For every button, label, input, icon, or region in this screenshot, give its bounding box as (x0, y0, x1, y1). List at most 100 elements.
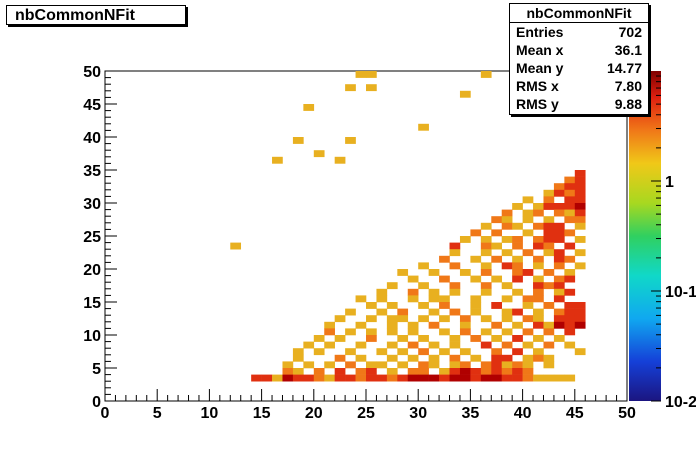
heatmap-cell (553, 249, 565, 257)
heatmap-cell (501, 308, 513, 316)
heatmap-cell (366, 328, 377, 336)
heatmap-cell (553, 236, 565, 243)
heatmap-cell (292, 348, 304, 356)
x-axis: 0 5 10 15 20 25 30 35 40 45 50 (101, 389, 636, 422)
heatmap-cell (355, 368, 367, 375)
heatmap-cell (480, 249, 492, 257)
heatmap-cell (564, 255, 576, 263)
heatmap-cell (543, 282, 555, 290)
heatmap-cell (470, 302, 482, 309)
heatmap-cell (470, 295, 482, 303)
heatmap-cell (428, 308, 440, 316)
y-tick-label: 5 (92, 361, 101, 378)
heatmap-cell (480, 242, 492, 250)
heatmap-cell (439, 295, 450, 303)
heatmap-cell (418, 282, 429, 290)
heatmap-cell (543, 216, 555, 224)
heatmap-cell (428, 354, 440, 362)
heatmap-cell (386, 321, 398, 329)
heatmap-cell (355, 374, 367, 382)
stats-label: RMS x (516, 78, 559, 94)
heatmap-cell (574, 308, 586, 316)
heatmap-cell (564, 229, 576, 237)
heatmap-cell (470, 354, 482, 362)
heatmap-cell (533, 315, 544, 323)
heatmap-cell (470, 275, 482, 283)
heatmap-cell (324, 328, 335, 336)
heatmap-cell (397, 361, 409, 369)
heatmap-cell (491, 348, 503, 356)
heatmap-cell (543, 341, 555, 349)
heatmap-cell (282, 361, 294, 369)
heatmap-cell (491, 216, 503, 224)
heatmap-cell (501, 374, 513, 382)
heatmap-cell (512, 236, 523, 243)
heatmap-cell (480, 315, 492, 323)
heatmap-cell (512, 262, 523, 270)
heatmap-cell (491, 368, 503, 375)
heatmap-cell (533, 374, 544, 382)
heatmap-cell (533, 275, 544, 283)
heatmap-cell (355, 71, 367, 78)
y-tick-label: 25 (83, 229, 101, 246)
heatmap-cell (418, 123, 429, 131)
heatmap-cell (501, 341, 513, 349)
heatmap-cell (303, 361, 315, 369)
heatmap-cell (272, 156, 283, 164)
heatmap-cell (480, 222, 492, 230)
heatmap-cell (428, 341, 440, 349)
heatmap-cell (512, 361, 523, 369)
heatmap-cell (230, 242, 242, 250)
heatmap-cell (449, 242, 461, 250)
heatmap-cell (470, 229, 482, 237)
heatmap-cell (480, 269, 492, 276)
heatmap-cell (543, 321, 555, 329)
heatmap-cell (449, 368, 461, 375)
heatmap-cell (491, 335, 503, 342)
heatmap-cell (543, 222, 555, 230)
heatmap-cell (564, 302, 576, 309)
heatmap-cell (512, 368, 523, 375)
heatmap-cell (553, 308, 565, 316)
heatmap-cell (386, 341, 398, 349)
heatmap-cell (522, 361, 534, 369)
heatmap-cell (501, 209, 513, 217)
heatmap-cell (428, 288, 440, 296)
heatmap-cell (512, 348, 523, 356)
heatmap-cell (355, 321, 367, 329)
heatmap-cell (397, 308, 409, 316)
heatmap-cell (439, 348, 450, 356)
heatmap-cell (522, 302, 534, 309)
heatmap-cell (355, 354, 367, 362)
heatmap-cell (553, 295, 565, 303)
heatmap-cell (501, 354, 513, 362)
heatmap-cell (386, 374, 398, 382)
heatmap-cell (522, 295, 534, 303)
heatmap-cell (334, 335, 346, 342)
heatmap-cell (501, 262, 513, 270)
stats-value: 7.80 (614, 78, 642, 94)
heatmap-cell (480, 262, 492, 270)
heatmap-cell (553, 282, 565, 290)
x-tick-label: 30 (409, 405, 427, 422)
heatmap-cell (459, 368, 471, 375)
heatmap-cell (491, 354, 503, 362)
stats-value: 36.1 (614, 42, 642, 58)
heatmap-cell (282, 368, 294, 375)
heatmap-cell (512, 321, 523, 329)
heatmap-cell (512, 222, 523, 230)
heatmap-cell (543, 196, 555, 204)
heatmap-cell (324, 321, 335, 329)
heatmap-cell (428, 295, 440, 303)
heatmap-cell (334, 315, 346, 323)
heatmap-cell (386, 282, 398, 290)
heatmap-cell (512, 242, 523, 250)
heatmap-cell (574, 262, 586, 270)
heatmap-cell (366, 302, 377, 309)
x-tick-label: 35 (462, 405, 480, 422)
heatmap-cell (512, 308, 523, 316)
heatmap-cell (574, 302, 586, 309)
heatmap-cell (376, 295, 388, 303)
heatmap-cell (407, 341, 419, 349)
heatmap-cell (533, 348, 544, 356)
